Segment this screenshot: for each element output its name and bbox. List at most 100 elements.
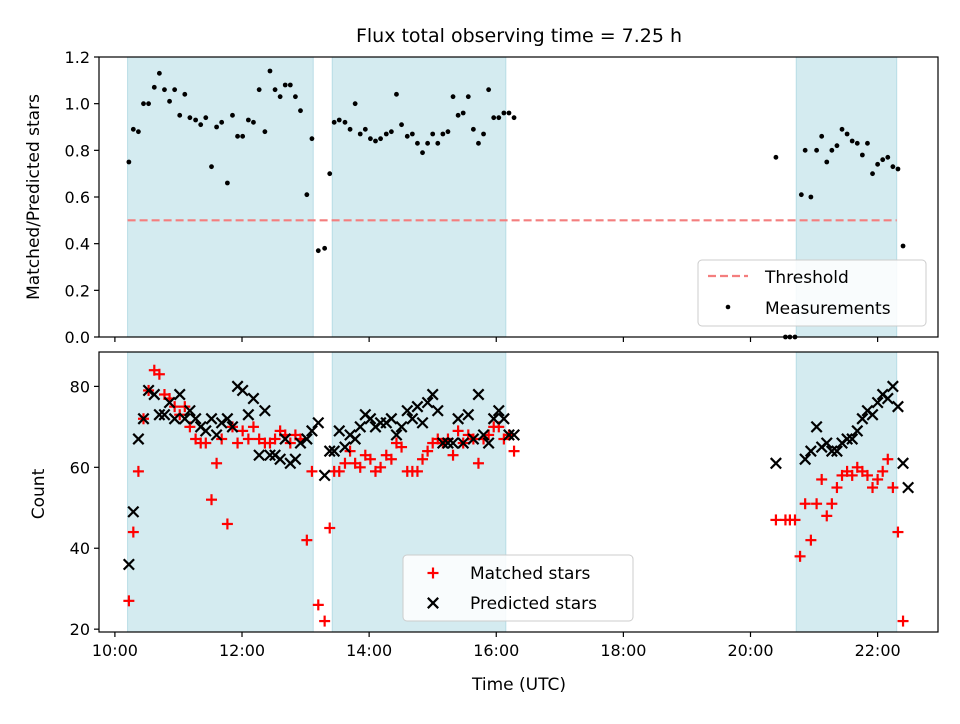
predicted-point [226, 420, 239, 433]
matched-point [354, 461, 366, 473]
matched-point [301, 534, 313, 546]
predicted-point-b [183, 404, 196, 417]
matched-point [770, 514, 782, 526]
measurement-point [304, 192, 310, 198]
measurement-point [378, 136, 383, 142]
measurement-point [470, 126, 476, 132]
matched-point [333, 465, 345, 477]
measurement-point [130, 126, 136, 132]
measurement-point [235, 133, 240, 139]
matched-point [211, 457, 223, 469]
measurement-point [814, 147, 819, 153]
predicted-point-b [264, 449, 276, 462]
predicted-point [820, 437, 833, 450]
predicted-point [497, 412, 510, 425]
bottom-legend: Matched stars Predicted stars [402, 554, 634, 622]
predicted-point-b [441, 437, 454, 450]
predicted-point-b [856, 412, 869, 425]
legend-threshold-label: Threshold [764, 268, 849, 288]
predicted-point-b [390, 428, 403, 441]
x-tick-label: 16:00 [473, 641, 519, 660]
measurement-point [854, 140, 860, 146]
predicted-point [830, 445, 843, 458]
predicted-point-b [236, 384, 249, 397]
measurement-point [336, 117, 342, 123]
figure-title: Flux total observing time = 7.25 h [356, 25, 682, 47]
matched-point [306, 465, 318, 477]
predicted-point [502, 428, 515, 441]
measurement-point [331, 119, 337, 125]
predicted-point [891, 400, 904, 413]
predicted-point-b [769, 457, 782, 470]
matched-point [452, 425, 464, 437]
measurement-point [172, 87, 178, 93]
top-y-tick-label: 0.4 [65, 235, 90, 254]
matched-point [447, 449, 459, 461]
matched-point [242, 433, 254, 445]
matched-point [794, 550, 806, 562]
predicted-point [294, 437, 307, 450]
predicted-point [132, 433, 145, 445]
predicted-point-b [178, 412, 191, 425]
predicted-point-b [825, 445, 838, 458]
legend-predicted-marker [427, 597, 439, 609]
measurement-point [486, 87, 492, 93]
matched-point [887, 482, 899, 494]
predicted-point-b [421, 396, 434, 409]
measurement-point [409, 131, 415, 137]
predicted-point [401, 404, 414, 417]
predicted-point-b [148, 388, 161, 401]
legend-predicted-marker-b [427, 597, 439, 609]
measurement-point [219, 119, 225, 125]
matched-point [897, 615, 909, 627]
predicted-point-b [158, 408, 171, 421]
matched-point [872, 473, 884, 485]
measurement-point [262, 129, 268, 135]
top-markers [126, 68, 906, 340]
measurement-point [240, 133, 246, 139]
measurement-point [342, 119, 348, 125]
predicted-point [482, 437, 495, 450]
bottom-y-tick-label: 20 [70, 620, 90, 639]
predicted-point [349, 433, 362, 445]
predicted-point-b [492, 404, 505, 417]
predicted-point-b [289, 453, 302, 466]
matched-point [221, 518, 233, 530]
measurement-point [773, 154, 779, 160]
measurement-point [420, 150, 425, 156]
predicted-point [810, 420, 823, 433]
measurement-point [198, 122, 204, 128]
predicted-point [897, 457, 910, 470]
measurement-point [126, 159, 132, 165]
measurement-point [415, 140, 420, 146]
predicted-point [452, 412, 465, 425]
predicted-point [236, 384, 249, 397]
predicted-point-b [137, 412, 150, 425]
matched-point [789, 514, 801, 526]
predicted-point [199, 424, 212, 437]
measurement-point [511, 115, 517, 121]
measurement-point [450, 94, 456, 100]
measurement-point [282, 82, 288, 88]
matched-point [877, 465, 889, 477]
matched-point [153, 368, 165, 380]
measurement-point [875, 161, 881, 167]
measurement-point [445, 129, 451, 135]
measurement-point [352, 101, 358, 107]
measurement-point [267, 68, 273, 74]
predicted-point [158, 408, 171, 421]
predicted-point-b [300, 433, 313, 445]
measurement-point [808, 194, 814, 200]
predicted-point-b [810, 420, 823, 433]
predicted-point-b [199, 424, 212, 437]
predicted-point [163, 396, 176, 409]
measurement-point [203, 115, 209, 121]
predicted-point [210, 428, 223, 441]
measurement-point [824, 159, 830, 165]
predicted-point [871, 396, 884, 409]
matched-point [805, 534, 817, 546]
measurement-point [315, 248, 321, 254]
predicted-point [799, 453, 812, 466]
predicted-point [477, 428, 490, 441]
predicted-point-b [226, 420, 239, 433]
